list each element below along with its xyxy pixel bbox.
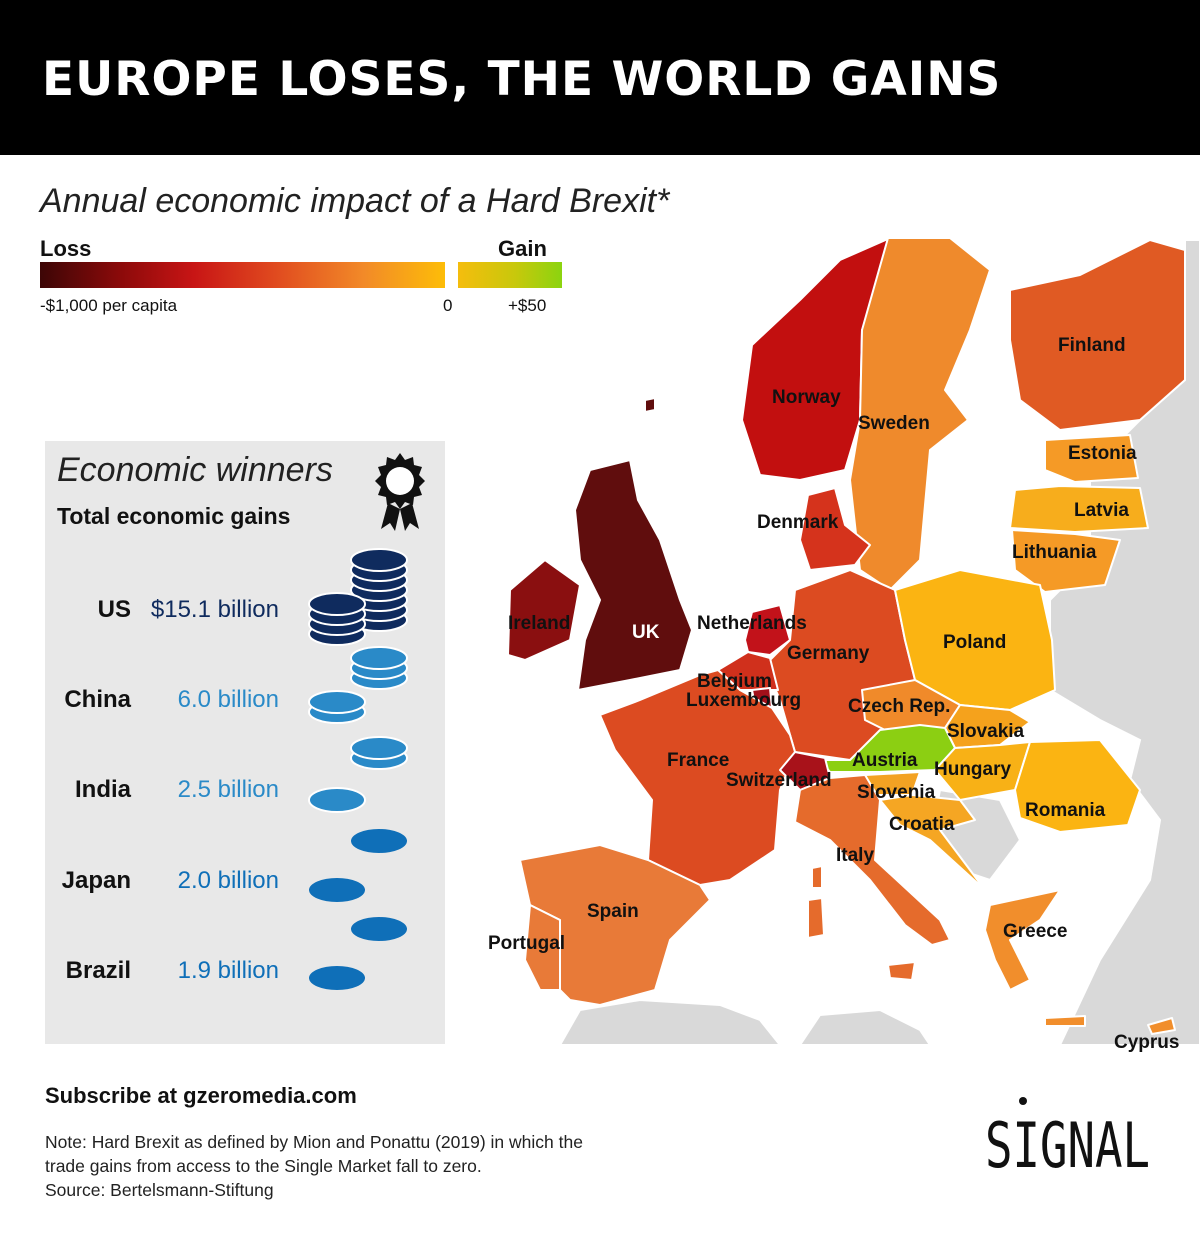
subscribe-link[interactable]: Subscribe at gzeromedia.com [45,1083,357,1108]
page-title: EUROPE LOSES, THE WORLD GAINS [42,52,1002,107]
label-poland: Poland [943,632,1006,653]
country-croatia [879,794,986,891]
winner-row-us: US $15.1 billion [45,548,445,646]
label-uk: UK [632,622,660,643]
winners-subtitle: Total economic gains [57,503,291,529]
country-estonia [1044,434,1139,483]
label-hungary: Hungary [934,759,1012,780]
country-finland [1009,239,1186,431]
header-banner: EUROPE LOSES, THE WORLD GAINS [0,0,1200,155]
label-estonia: Estonia [1068,443,1137,464]
label-lithuania: Lithuania [1012,542,1097,563]
country-uk-orkney [644,397,656,413]
label-ireland: Ireland [508,613,570,634]
label-switzerland: Switzerland [726,770,832,791]
winner-value: 1.9 billion [177,957,279,984]
winner-value: 2.5 billion [177,776,279,803]
winner-value: 6.0 billion [177,686,279,713]
country-switzerland [779,751,831,791]
country-sicily [887,961,916,981]
economic-winners-panel: Economic winners Total economic gains US… [45,441,445,1044]
country-lithuania [1011,529,1121,593]
winners-title: Economic winners [57,451,333,489]
label-italy: Italy [836,845,874,866]
winner-row-japan: Japan 2.0 billion [45,829,445,917]
non-eu-land [558,239,1200,1046]
label-france: France [667,750,729,771]
legend-zero-label: 0 [443,296,453,315]
winner-row-india: India 2.5 billion [45,736,445,826]
signal-logo: SIGNAL [985,1097,1150,1175]
label-croatia: Croatia [889,814,955,835]
country-sardinia [807,897,825,939]
country-romania [1014,739,1141,833]
label-denmark: Denmark [757,512,839,533]
country-portugal [524,904,561,991]
label-cyprus: Cyprus [1114,1032,1179,1053]
label-luxembourg: Luxembourg [686,690,801,711]
country-sweden [849,237,991,591]
country-italy [794,774,951,946]
legend-max-label: +$50 [508,296,547,315]
country-austria [819,724,956,773]
label-portugal: Portugal [488,933,565,954]
label-belgium: Belgium [697,671,772,692]
winner-row-china: China 6.0 billion [45,646,445,736]
winner-country: Japan [61,867,131,894]
country-crete [1044,1015,1086,1027]
country-cyprus [1147,1017,1176,1035]
label-slovenia: Slovenia [857,782,936,803]
source-line: Source: Bertelsmann-Stiftung [45,1180,274,1200]
label-netherlands: Netherlands [697,613,807,634]
note-line: Note: Hard Brexit as defined by Mion and… [45,1132,583,1152]
label-sweden: Sweden [858,413,930,434]
label-romania: Romania [1025,800,1106,821]
country-denmark [799,487,871,571]
label-norway: Norway [772,387,841,408]
legend-gain-label: Gain [498,236,547,261]
legend-min-label: -$1,000 per capita [40,296,178,315]
country-latvia [1009,485,1149,533]
legend-gain-gradient [458,262,562,288]
winner-country: Brazil [65,957,131,984]
label-finland: Finland [1058,335,1126,356]
logo-text: SIGNAL [985,1109,1150,1175]
winner-country: US [97,596,131,623]
eu-countries [507,237,1186,1035]
winner-country: India [74,776,131,803]
winner-country: China [64,686,131,713]
country-ireland [507,559,581,661]
label-germany: Germany [787,643,870,664]
coin-stack-icon [308,646,408,724]
winner-value: 2.0 billion [177,867,279,894]
footnote: Note: Hard Brexit as defined by Mion and… [45,1130,583,1202]
legend-loss-label: Loss [40,236,92,261]
note-line: trade gains from access to the Single Ma… [45,1156,482,1176]
coin-stack-icon [309,917,407,990]
label-spain: Spain [587,901,639,922]
coin-stack-icon [308,548,408,646]
award-medal-icon [375,453,425,531]
country-uk [574,459,693,691]
country-greece [984,889,1061,991]
coin-stack-icon [309,829,407,902]
label-slovakia: Slovakia [947,721,1025,742]
country-poland [894,569,1056,711]
winner-row-brazil: Brazil 1.9 billion [45,917,445,1007]
label-austria: Austria [852,750,918,771]
label-latvia: Latvia [1074,500,1129,521]
chart-subtitle: Annual economic impact of a Hard Brexit* [40,182,670,220]
country-labels: Norway Sweden Finland Estonia Latvia Lit… [488,335,1179,1053]
label-greece: Greece [1003,921,1067,942]
country-corsica [811,865,823,889]
legend-loss-gradient [40,262,445,288]
winner-value: $15.1 billion [150,596,279,623]
coin-stack-icon [308,736,408,813]
label-czech: Czech Rep. [848,696,950,717]
